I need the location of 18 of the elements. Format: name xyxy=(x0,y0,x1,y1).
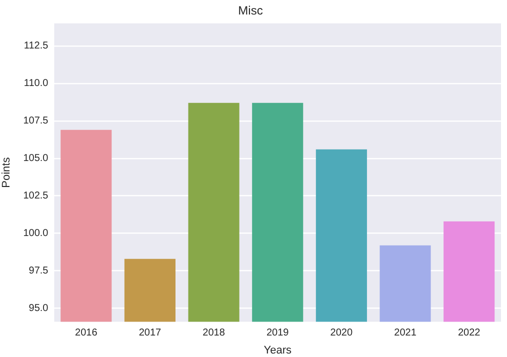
y-tick-label: 100.0 xyxy=(23,228,49,240)
x-tick-label: 2022 xyxy=(458,328,481,339)
x-tick-label: 2016 xyxy=(75,328,98,339)
x-tick-label: 2020 xyxy=(330,328,353,339)
y-tick-label: 105.0 xyxy=(23,153,49,164)
x-tick-label: 2019 xyxy=(266,328,290,339)
y-tick-label: 97.5 xyxy=(28,266,49,277)
y-tick-label: 110.0 xyxy=(24,78,49,90)
y-tick-label: 112.5 xyxy=(24,40,49,52)
x-tick-label: 2017 xyxy=(138,328,162,339)
x-axis-title: Years xyxy=(264,344,292,356)
y-tick-label: 102.5 xyxy=(23,190,49,202)
y-tick-label: 107.5 xyxy=(23,116,49,127)
y-tick-label: 95.0 xyxy=(28,303,49,314)
y-axis-title: Points xyxy=(0,156,13,188)
x-tick-label: 2018 xyxy=(202,328,226,339)
chart-title: Misc xyxy=(238,4,263,18)
x-tick-label: 2021 xyxy=(394,328,417,339)
